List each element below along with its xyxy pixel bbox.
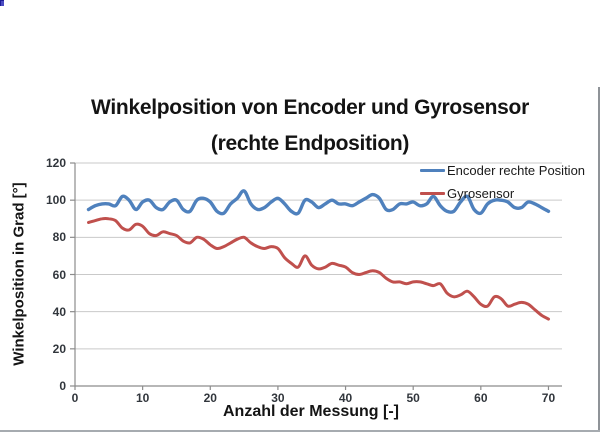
- legend-label-gyrosensor: Gyrosensor: [447, 186, 515, 201]
- chart-title-line2: (rechte Endposition): [210, 132, 410, 155]
- x-tick-label-40: 40: [338, 391, 353, 405]
- x-tick-label-10: 10: [135, 391, 150, 405]
- x-tick-label-0: 0: [71, 391, 79, 405]
- gyrosensor-line-swatch-icon: [420, 191, 445, 196]
- x-tick-label-50: 50: [406, 391, 420, 405]
- x-tick-label-30: 30: [271, 391, 285, 405]
- x-tick-label-20: 20: [203, 391, 217, 405]
- legend-item-encoder: Encoder rechte Position: [420, 163, 585, 178]
- series-line-encoder: [86, 189, 551, 216]
- y-tick-label-0: 0: [59, 379, 66, 393]
- legend-item-gyrosensor: Gyrosensor: [420, 186, 514, 201]
- series-line-gyrosensor: [87, 217, 550, 321]
- window-right-border: [598, 87, 600, 432]
- y-tick-label-120: 120: [45, 156, 66, 170]
- y-tick-label-80: 80: [52, 230, 66, 245]
- legend-label-encoder: Encoder rechte Position: [447, 163, 586, 178]
- y-tick-label-60: 60: [52, 267, 66, 282]
- x-tick-label-70: 70: [541, 391, 556, 405]
- encoder-line-swatch-icon: [420, 168, 445, 173]
- window-bottom-border: [0, 430, 600, 432]
- y-tick-label-40: 40: [52, 304, 66, 319]
- y-tick-label-100: 100: [45, 193, 66, 208]
- y-tick-label-20: 20: [52, 341, 66, 356]
- chart-title: Winkelposition von Encoder und Gyrosenso…: [0, 90, 600, 162]
- x-axis-title: Anzahl der Messung [-]: [222, 403, 400, 420]
- top-left-pixel-artifact: [0, 0, 4, 6]
- x-tick-label-60: 60: [474, 391, 488, 405]
- y-axis-title: Winkelposition in Grad [°]: [10, 182, 28, 366]
- chart-title-line1: Winkelposition von Encoder und Gyrosenso…: [91, 96, 529, 119]
